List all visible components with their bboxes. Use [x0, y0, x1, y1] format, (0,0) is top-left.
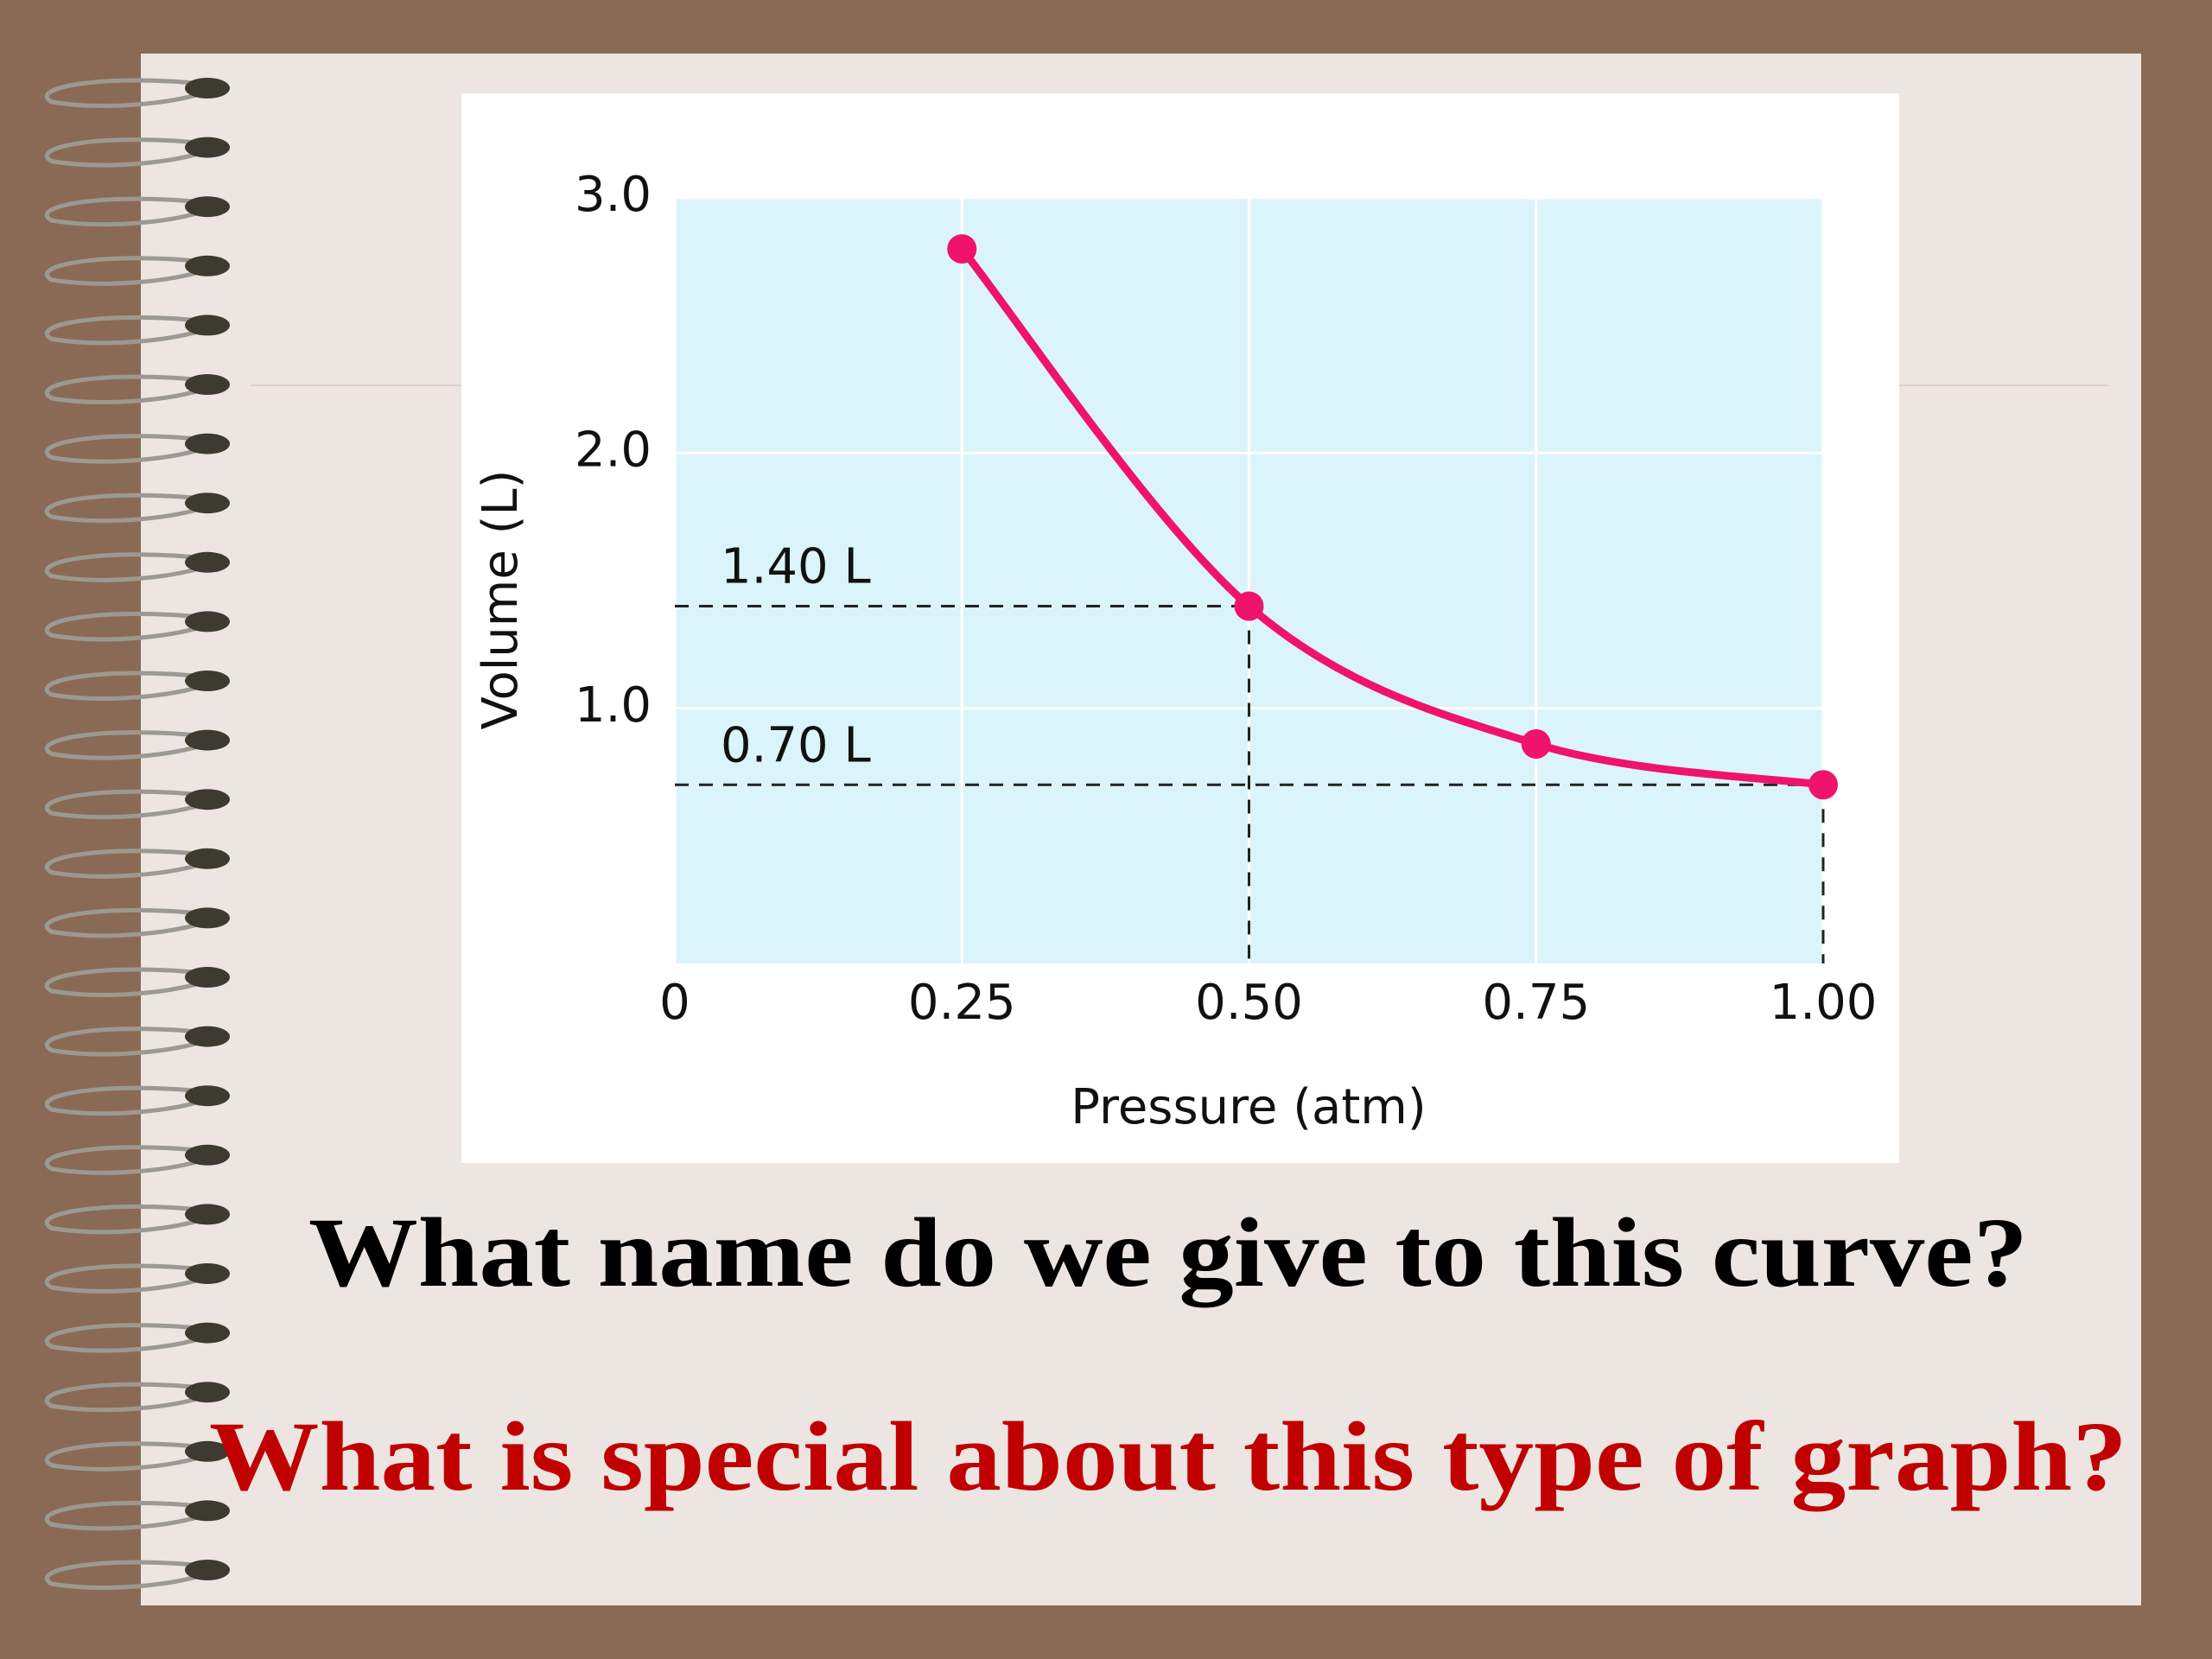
ring-wire	[44, 1560, 213, 1590]
ring-wire	[44, 1382, 213, 1413]
ring-wire	[44, 1323, 213, 1353]
ring-bead	[185, 1204, 230, 1225]
ring-wire	[44, 1263, 213, 1294]
ring-bead	[185, 78, 230, 99]
ring-wire	[44, 315, 213, 346]
ring-bead	[185, 1263, 230, 1284]
ring-wire	[44, 1204, 213, 1235]
ring-wire	[44, 1145, 213, 1175]
ring-wire	[44, 552, 213, 582]
ring-wire	[44, 671, 213, 701]
x-tick-label: 0.50	[1195, 975, 1303, 1031]
x-tick-label: 0	[659, 975, 690, 1031]
ring-wire	[44, 196, 213, 227]
ring-bead	[185, 1382, 230, 1403]
ring-wire	[44, 1441, 213, 1471]
ring-wire	[44, 849, 213, 879]
y-tick-label: 2.0	[575, 422, 652, 478]
annotation: 1.40 L	[721, 539, 871, 595]
ring-bead	[185, 255, 230, 276]
x-tick-label: 0.75	[1482, 975, 1590, 1031]
ring-wire	[44, 967, 213, 997]
spiral-binding	[44, 78, 230, 1590]
point	[1521, 729, 1551, 760]
ring-bead	[185, 1322, 230, 1344]
annotation: 0.70 L	[721, 717, 871, 773]
ring-wire	[44, 611, 213, 642]
curve	[958, 246, 1824, 789]
ring-bead	[185, 611, 230, 632]
ring-wire	[44, 78, 213, 108]
point	[947, 234, 977, 264]
chart: 1.0 2.0 3.0 0 0.25 0.50 0.75 1.00 1.40 L 0.70 L	[575, 167, 1877, 1031]
ring-bead	[185, 1440, 230, 1462]
ring-bead	[185, 671, 230, 691]
ring-wire	[44, 730, 213, 760]
question: What name do we give to this curve?	[308, 1198, 2028, 1307]
ring-bead	[185, 551, 230, 573]
ring-bead	[185, 789, 230, 810]
point	[1808, 770, 1838, 800]
ring-wire	[44, 789, 213, 820]
ring-wire	[44, 1027, 213, 1057]
ring-bead	[185, 433, 230, 454]
ring-wire	[44, 907, 213, 938]
ring-wire	[44, 1085, 213, 1116]
ring-bead	[185, 848, 230, 869]
ring-bead	[185, 1144, 230, 1166]
ring-wire	[44, 434, 213, 464]
ring-wire	[44, 137, 213, 168]
ring-wire	[44, 256, 213, 286]
ring-bead	[185, 907, 230, 929]
ring-wire	[44, 493, 213, 524]
ring-bead	[185, 1500, 230, 1522]
question: What is special about this type of graph…	[209, 1402, 2127, 1511]
ring-bead	[185, 1026, 230, 1047]
y-tick-label: 1.0	[575, 677, 652, 734]
ring-wire	[44, 1500, 213, 1531]
ring-bead	[185, 729, 230, 751]
ring-bead	[185, 374, 230, 395]
x-tick-label: 0.25	[908, 975, 1016, 1031]
ring-bead	[185, 493, 230, 514]
point	[1234, 591, 1264, 621]
ring-bead	[185, 196, 230, 218]
ring-bead	[185, 1560, 230, 1580]
ring-wire	[44, 374, 213, 404]
ring-bead	[185, 967, 230, 988]
x-axis-title: Pressure (atm)	[1071, 1079, 1426, 1135]
y-axis-title: Volume (L)	[473, 470, 529, 730]
y-tick-label: 3.0	[575, 167, 652, 223]
ring-bead	[185, 1085, 230, 1107]
ring-bead	[185, 137, 230, 158]
ring-bead	[185, 315, 230, 336]
x-tick-label: 1.00	[1770, 975, 1878, 1031]
